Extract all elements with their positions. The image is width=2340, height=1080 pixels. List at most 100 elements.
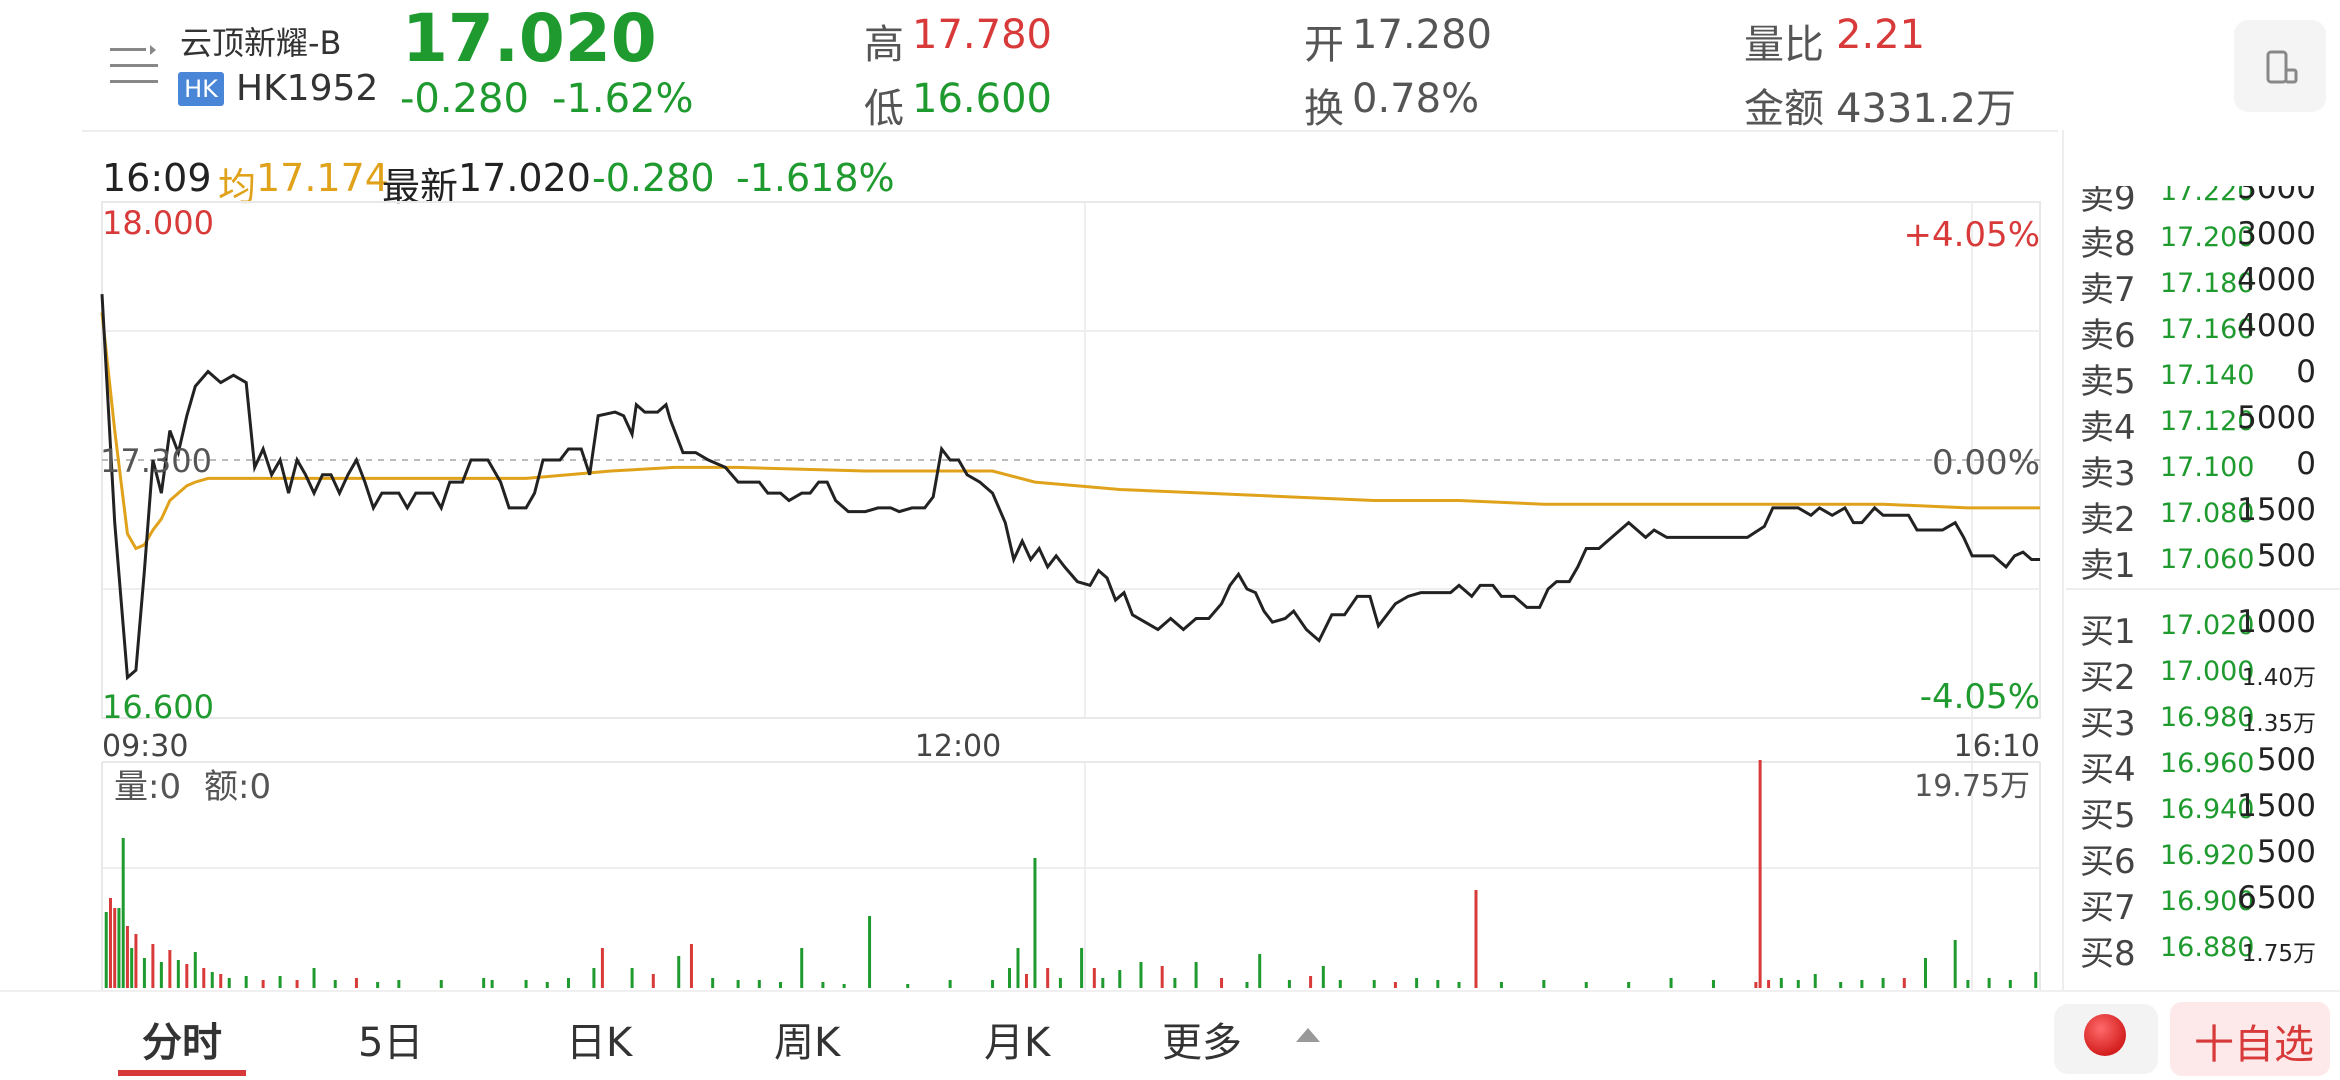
volume-bar [991, 980, 995, 988]
price-change: -0.280 [400, 76, 529, 122]
pct-max-label: +4.05% [1904, 215, 2041, 255]
volume-bar [278, 976, 282, 988]
ask-row[interactable]: 卖5 17.140 0 [2080, 354, 2320, 402]
ob-level-label: 买3 [2080, 704, 2136, 744]
ob-level-label: 卖3 [2080, 454, 2136, 494]
volume-bar [397, 980, 401, 988]
info-change-pct: -1.618% [736, 156, 895, 200]
tab-more[interactable]: 更多 [1162, 1020, 1242, 1066]
ask-row[interactable]: 卖4 17.120 5000 [2080, 400, 2320, 448]
add-watchlist-button[interactable] [2170, 1002, 2330, 1076]
triangle-up-icon[interactable] [1294, 1024, 1322, 1048]
volume-bar [295, 980, 299, 988]
volume-bar [566, 978, 570, 988]
amount-label: 金额 [1744, 86, 1824, 132]
x-label-start: 09:30 [102, 729, 188, 764]
add-watchlist-label: 十自选 [2194, 1022, 2314, 1068]
y-max-label: 18.000 [102, 204, 214, 242]
open-label: 开 [1304, 22, 1344, 68]
turnover-value: 0.78% [1352, 76, 1480, 122]
ask-row[interactable]: 卖2 17.080 1500 [2080, 492, 2320, 540]
volume-bar [1966, 980, 1970, 988]
volume-bar [159, 962, 163, 988]
volume-bar [1372, 980, 1376, 988]
ask-row[interactable]: 卖7 17.180 4000 [2080, 262, 2320, 310]
low-label: 低 [864, 86, 904, 132]
bottom-divider [0, 990, 2340, 992]
ob-price: 16.940 [2160, 794, 2255, 825]
ob-level-label: 买6 [2080, 842, 2136, 882]
hk-badge: HK [178, 72, 224, 106]
volume-bar [117, 908, 121, 988]
bid-row[interactable]: 买6 16.920 500 [2080, 834, 2320, 882]
tab-month-k[interactable]: 月K [984, 1020, 1051, 1066]
volume-bar [600, 948, 604, 988]
record-icon [2084, 1014, 2126, 1056]
volume-bar [312, 968, 316, 988]
menu-icon[interactable] [108, 40, 160, 92]
bid-row[interactable]: 买1 17.020 1000 [2080, 604, 2320, 652]
volume-bar [376, 982, 380, 988]
bid-row[interactable]: 买2 17.000 1.40万 [2080, 650, 2320, 698]
volume-bar [333, 980, 337, 988]
volume-bar [1016, 948, 1020, 988]
volume-bar [1287, 980, 1291, 988]
ob-volume: 500 [2256, 834, 2316, 870]
volume-bar [1309, 976, 1313, 988]
tab-day-k[interactable]: 日K [566, 1020, 633, 1066]
volume-bar [1194, 962, 1198, 988]
bid-row[interactable]: 买7 16.900 6500 [2080, 880, 2320, 928]
volume-bar [142, 958, 146, 988]
ob-volume: 4000 [2237, 262, 2316, 298]
volume-bar [1321, 966, 1325, 988]
ob-volume: 1000 [2237, 604, 2316, 640]
orderbook-bottom-mask [2066, 976, 2340, 990]
intraday-chart: 18.000 16.600 17.300 +4.05% 0.00% -4.05% 09:30… [100, 201, 2041, 990]
volume-bar [168, 950, 172, 988]
info-avg-value: 17.174 [256, 156, 389, 200]
tab-5day[interactable]: 5日 [358, 1020, 424, 1066]
ob-level-label: 卖2 [2080, 500, 2136, 540]
volume-bar [630, 968, 634, 988]
volume-bar [2008, 980, 2012, 988]
tab-intraday[interactable]: 分时 [142, 1020, 222, 1066]
ask-row[interactable]: 卖8 17.200 3000 [2080, 216, 2320, 264]
price-line [100, 294, 2040, 681]
volume-bar [1220, 978, 1224, 988]
volume-bar [651, 974, 655, 988]
avg-price-line [100, 312, 2040, 551]
ob-price: 17.120 [2160, 406, 2255, 437]
bid-row[interactable]: 买4 16.960 500 [2080, 742, 2320, 790]
volume-ratio-label: 量比 [1744, 22, 1824, 68]
stock-code: HK1952 [236, 68, 379, 109]
volume-bar [1033, 858, 1037, 988]
bid-row[interactable]: 买5 16.940 1500 [2080, 788, 2320, 836]
rotate-screen-button[interactable] [2234, 20, 2326, 112]
volume-bar [482, 978, 486, 988]
volume-bar [125, 926, 129, 988]
volume-bar [219, 974, 223, 988]
ob-price: 17.060 [2160, 544, 2255, 575]
ob-volume: 6500 [2237, 880, 2316, 916]
ob-price: 16.880 [2160, 932, 2255, 963]
volume-bar [490, 980, 494, 988]
ob-price: 17.100 [2160, 452, 2255, 483]
volume-bar [439, 980, 443, 988]
volume-bar [1860, 980, 1864, 988]
volume-bar [1758, 760, 1762, 988]
tab-week-k[interactable]: 周K [774, 1020, 841, 1066]
ob-volume: 0 [2296, 354, 2316, 390]
volume-bar [1046, 968, 1050, 988]
ask-row[interactable]: 卖3 17.100 0 [2080, 446, 2320, 494]
info-latest-value: 17.020 [458, 156, 591, 200]
ob-price: 17.020 [2160, 610, 2255, 641]
bid-row[interactable]: 买8 16.880 1.75万 [2080, 926, 2320, 974]
volume-bar [354, 978, 358, 988]
ask-row[interactable]: 卖6 17.160 4000 [2080, 308, 2320, 356]
ob-price: 17.160 [2160, 314, 2255, 345]
bid-row[interactable]: 买3 16.980 1.35万 [2080, 696, 2320, 744]
ask-row[interactable]: 卖1 17.060 500 [2080, 538, 2320, 586]
ob-volume: 1.35万 [2241, 711, 2316, 737]
volume-bar [121, 838, 125, 988]
ob-price: 17.140 [2160, 360, 2255, 391]
